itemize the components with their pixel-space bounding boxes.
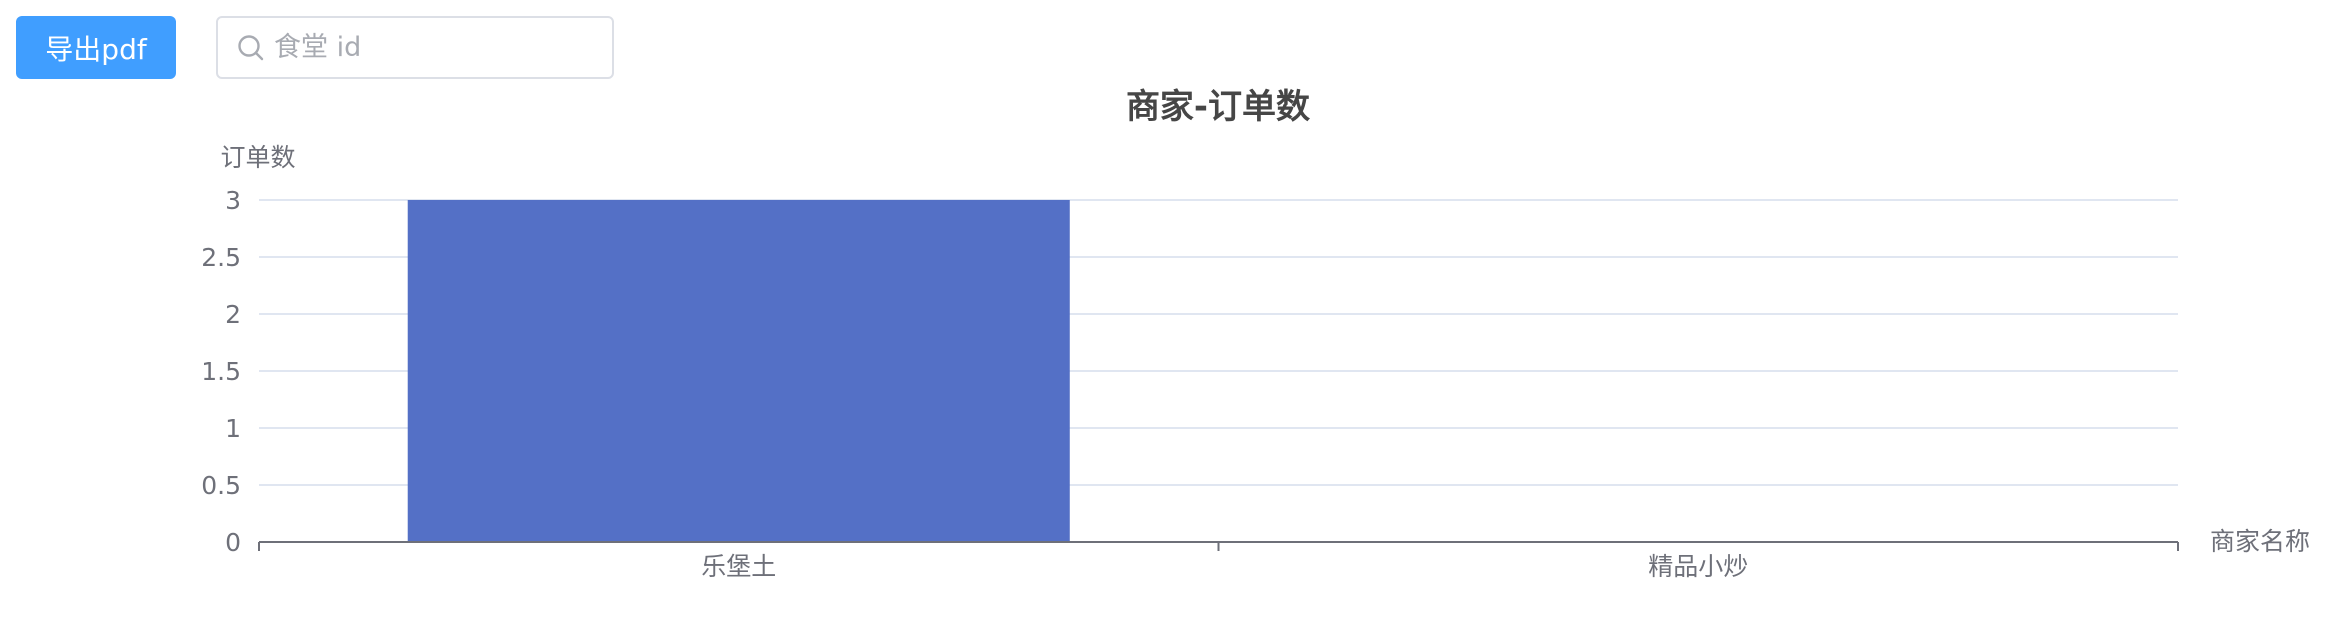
search-icon — [236, 26, 266, 70]
x-tick-label: 精品小炒 — [1648, 552, 1748, 581]
x-tick-label: 乐堡土 — [701, 552, 776, 581]
y-tick-label: 0.5 — [201, 471, 241, 500]
x-axis-label: 商家名称 — [2210, 527, 2310, 556]
canteen-id-search-box[interactable] — [216, 16, 614, 79]
bars — [408, 200, 1070, 542]
bar[interactable] — [408, 200, 1070, 542]
y-axis-ticks: 0 0.5 1 1.5 2 2.5 3 — [201, 186, 241, 557]
y-axis-label: 订单数 — [220, 143, 295, 172]
y-tick-label: 2 — [225, 300, 241, 329]
canteen-id-search-input[interactable] — [266, 17, 618, 78]
y-tick-label: 0 — [225, 528, 241, 557]
chart-title: 商家-订单数 — [1126, 87, 1310, 127]
y-tick-label: 1.5 — [201, 357, 241, 386]
y-tick-label: 2.5 — [201, 243, 241, 272]
toolbar: 导出pdf — [16, 16, 176, 79]
export-pdf-button[interactable]: 导出pdf — [16, 16, 176, 79]
x-axis: 乐堡土 精品小炒 — [259, 542, 2178, 581]
y-tick-label: 3 — [225, 186, 241, 215]
y-tick-label: 1 — [225, 414, 241, 443]
